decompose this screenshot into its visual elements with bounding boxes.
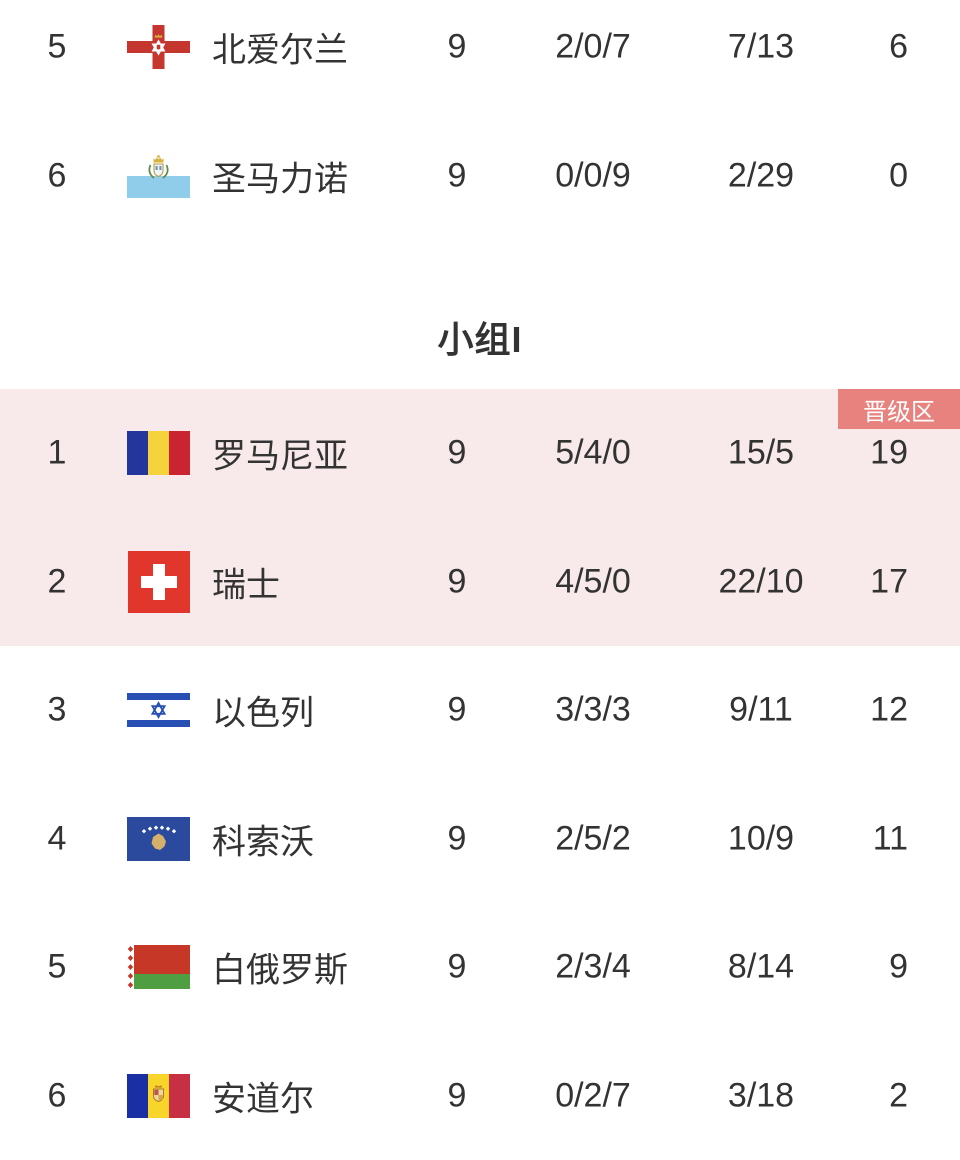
win-draw-loss: 2/3/4	[518, 948, 668, 987]
win-draw-loss: 2/0/7	[518, 28, 668, 67]
rank-label: 4	[32, 819, 82, 858]
win-draw-loss: 0/0/9	[518, 156, 668, 195]
flag-switzerland-icon	[127, 518, 190, 647]
table-row[interactable]: 4 科索沃 9 2/5/2 10/9 11	[0, 775, 960, 904]
points: 9	[828, 948, 908, 987]
points: 19	[828, 434, 908, 473]
flag-andorra-icon	[127, 1032, 190, 1160]
table-row[interactable]: 5 北爱尔兰 9 2/0/7 7/13 6	[0, 0, 960, 112]
points: 17	[828, 562, 908, 601]
team-name: 以色列	[212, 686, 314, 735]
table-row[interactable]: 6 安道尔 9 0/2/7 3/18 2	[0, 1032, 960, 1160]
win-draw-loss: 2/5/2	[518, 819, 668, 858]
played-count: 9	[417, 819, 497, 858]
goals-for-against: 22/10	[683, 562, 839, 601]
goals-for-against: 7/13	[683, 28, 839, 67]
rank-label: 2	[32, 562, 82, 601]
flag-belarus-icon	[127, 903, 190, 1032]
goals-for-against: 2/29	[683, 156, 839, 195]
goals-for-against: 10/9	[683, 819, 839, 858]
team-name: 白俄罗斯	[212, 943, 348, 992]
points: 0	[828, 156, 908, 195]
flag-northern-ireland-icon	[127, 0, 190, 112]
group-i-table: 晋级区 1 罗马尼亚 9 5/4/0 15/5 19 2 瑞士 9 4/5/0 …	[0, 389, 960, 1160]
flag-kosovo-icon	[127, 775, 190, 904]
goals-for-against: 8/14	[683, 948, 839, 987]
points: 6	[828, 28, 908, 67]
rank-label: 5	[32, 28, 82, 67]
group-title: 小组I	[0, 240, 960, 389]
played-count: 9	[417, 562, 497, 601]
team-name: 罗马尼亚	[212, 429, 348, 478]
table-row[interactable]: 3 以色列 9 3/3/3 9/11 12	[0, 646, 960, 775]
previous-group-table: 5 北爱尔兰 9 2/0/7 7/13 6 6 圣马力诺 9 0/0/9 2/2…	[0, 0, 960, 240]
played-count: 9	[417, 691, 497, 730]
flag-israel-icon	[127, 646, 190, 775]
standings-screen: 5 北爱尔兰 9 2/0/7 7/13 6 6 圣马力诺 9 0/0/9 2/2…	[0, 0, 960, 1132]
rank-label: 3	[32, 691, 82, 730]
team-name: 瑞士	[212, 557, 280, 606]
played-count: 9	[417, 156, 497, 195]
win-draw-loss: 4/5/0	[518, 562, 668, 601]
goals-for-against: 3/18	[683, 1076, 839, 1115]
points: 11	[828, 819, 908, 858]
team-name: 北爱尔兰	[212, 23, 348, 72]
rank-label: 6	[32, 1076, 82, 1115]
points: 2	[828, 1076, 908, 1115]
played-count: 9	[417, 28, 497, 67]
flag-romania-icon	[127, 389, 190, 518]
team-name: 圣马力诺	[212, 151, 348, 200]
rank-label: 5	[32, 948, 82, 987]
goals-for-against: 15/5	[683, 434, 839, 473]
win-draw-loss: 0/2/7	[518, 1076, 668, 1115]
team-name: 安道尔	[212, 1071, 314, 1120]
played-count: 9	[417, 948, 497, 987]
played-count: 9	[417, 434, 497, 473]
table-row[interactable]: 5 白俄罗斯 9 2/3/4 8/14 9	[0, 903, 960, 1032]
promotion-zone-badge: 晋级区	[838, 389, 960, 429]
rank-label: 1	[32, 434, 82, 473]
goals-for-against: 9/11	[683, 691, 839, 730]
win-draw-loss: 5/4/0	[518, 434, 668, 473]
flag-san-marino-icon	[127, 112, 190, 241]
table-row[interactable]: 2 瑞士 9 4/5/0 22/10 17	[0, 518, 960, 647]
rank-label: 6	[32, 156, 82, 195]
team-name: 科索沃	[212, 814, 314, 863]
played-count: 9	[417, 1076, 497, 1115]
points: 12	[828, 691, 908, 730]
table-row[interactable]: 1 罗马尼亚 9 5/4/0 15/5 19	[0, 389, 960, 518]
win-draw-loss: 3/3/3	[518, 691, 668, 730]
table-row[interactable]: 6 圣马力诺 9 0/0/9 2/29 0	[0, 112, 960, 241]
